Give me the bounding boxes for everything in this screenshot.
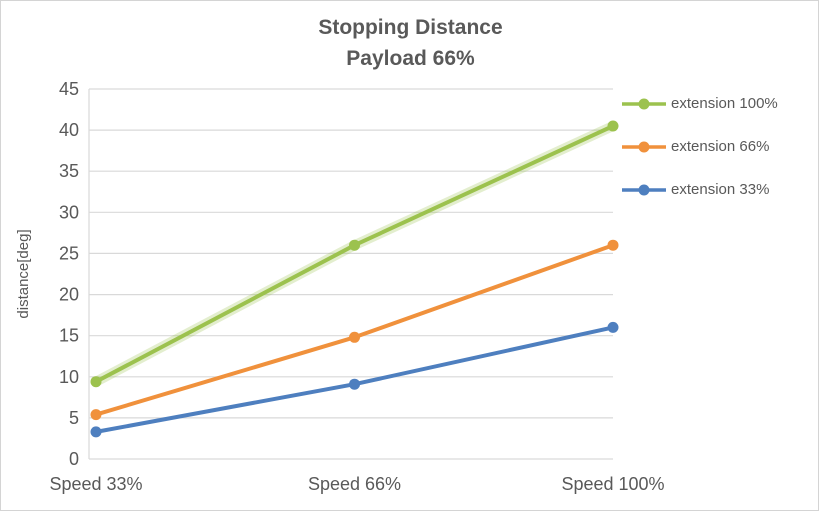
y-tick-label: 25 [59, 243, 79, 263]
legend-item[interactable]: extension 33% [621, 181, 778, 198]
x-tick-label: Speed 33% [49, 474, 142, 494]
y-tick-label: 5 [69, 408, 79, 428]
legend-item[interactable]: extension 100% [621, 95, 778, 112]
series-marker[interactable] [607, 321, 619, 333]
chart-subtitle: Payload 66% [346, 47, 475, 70]
series-marker[interactable] [90, 376, 102, 388]
y-tick-label: 45 [59, 79, 79, 99]
series-marker[interactable] [90, 426, 102, 438]
y-axis-title: distance[deg] [15, 229, 32, 318]
legend-label: extension 66% [671, 138, 770, 155]
y-tick-label: 30 [59, 202, 79, 222]
legend-item[interactable]: extension 66% [621, 138, 778, 155]
y-tick-label: 35 [59, 161, 79, 181]
legend-label: extension 33% [671, 181, 770, 198]
y-tick-label: 10 [59, 367, 79, 387]
legend-marker-icon [622, 141, 666, 152]
series-marker[interactable] [90, 409, 102, 421]
y-tick-label: 20 [59, 285, 79, 305]
series-marker[interactable] [349, 378, 360, 390]
legend: extension 100% extension 66% extension 33% [621, 95, 778, 198]
series-marker[interactable] [607, 120, 619, 132]
series-marker[interactable] [349, 331, 360, 343]
x-tick-label: Speed 66% [308, 474, 401, 494]
y-tick-label: 40 [59, 120, 79, 140]
legend-marker-icon [622, 184, 666, 195]
y-tick-label: 0 [69, 449, 79, 469]
legend-label: extension 100% [671, 95, 778, 112]
series-marker[interactable] [349, 239, 360, 251]
legend-marker-icon [622, 98, 666, 109]
chart-title: Stopping Distance [318, 16, 503, 39]
x-tick-label: Speed 100% [561, 474, 664, 494]
y-tick-label: 15 [59, 326, 79, 346]
series-marker[interactable] [607, 239, 619, 251]
